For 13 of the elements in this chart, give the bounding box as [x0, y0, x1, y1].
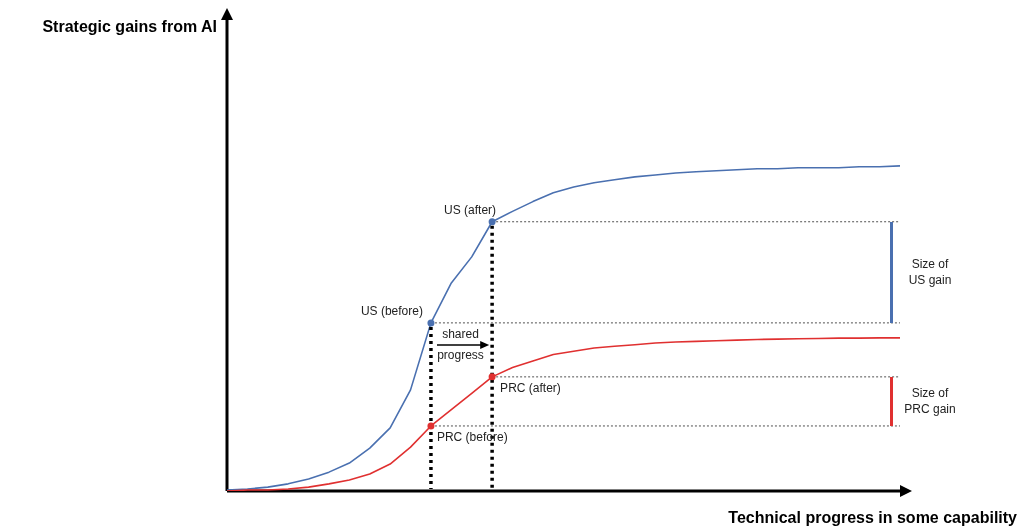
text: Size of PRC gain [903, 385, 957, 418]
x-axis-title: Technical progress in some capability [728, 509, 1018, 526]
text: Strategic gains from AI [42, 18, 217, 35]
point [427, 422, 435, 430]
text: Size of US gain [907, 256, 953, 289]
point [427, 319, 435, 327]
ref-line-label: US (after) [444, 202, 497, 217]
ref-line-label: PRC (before) [436, 429, 508, 444]
point [488, 373, 496, 381]
ref-line-label: PRC (after) [500, 380, 561, 395]
point [488, 218, 496, 226]
ref-line-label: US (before) [360, 303, 423, 318]
annotation: shared progress [436, 325, 485, 363]
